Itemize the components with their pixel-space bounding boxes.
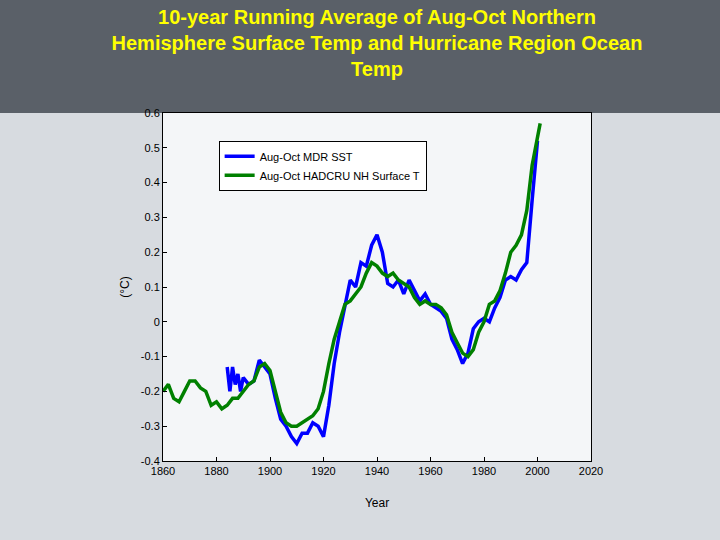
svg-text:0: 0	[154, 316, 160, 328]
svg-text:-0.3: -0.3	[141, 420, 160, 432]
svg-text:1920: 1920	[311, 465, 335, 477]
svg-text:10-year Running Average of Aug: 10-year Running Average of Aug-Oct North…	[112, 6, 643, 80]
svg-text:1880: 1880	[204, 465, 228, 477]
svg-text:Year: Year	[365, 496, 389, 510]
svg-text:0.4: 0.4	[145, 176, 160, 188]
svg-text:-0.4: -0.4	[141, 455, 160, 467]
svg-text:1860: 1860	[151, 465, 175, 477]
svg-text:0.5: 0.5	[145, 142, 160, 154]
svg-text:Aug-Oct HADCRU NH Surface T: Aug-Oct HADCRU NH Surface T	[260, 170, 420, 182]
svg-text:1960: 1960	[418, 465, 442, 477]
svg-text:2000: 2000	[525, 465, 549, 477]
svg-text:0.2: 0.2	[145, 246, 160, 258]
svg-text:2020: 2020	[579, 465, 603, 477]
svg-text:0.6: 0.6	[145, 107, 160, 119]
svg-text:0.3: 0.3	[145, 211, 160, 223]
svg-text:0.1: 0.1	[145, 281, 160, 293]
svg-text:1940: 1940	[365, 465, 389, 477]
svg-text:1900: 1900	[258, 465, 282, 477]
svg-text:(°C): (°C)	[118, 276, 132, 297]
svg-text:-0.1: -0.1	[141, 350, 160, 362]
svg-text:-0.2: -0.2	[141, 385, 160, 397]
svg-text:1980: 1980	[472, 465, 496, 477]
svg-text:Aug-Oct MDR SST: Aug-Oct MDR SST	[260, 151, 353, 163]
